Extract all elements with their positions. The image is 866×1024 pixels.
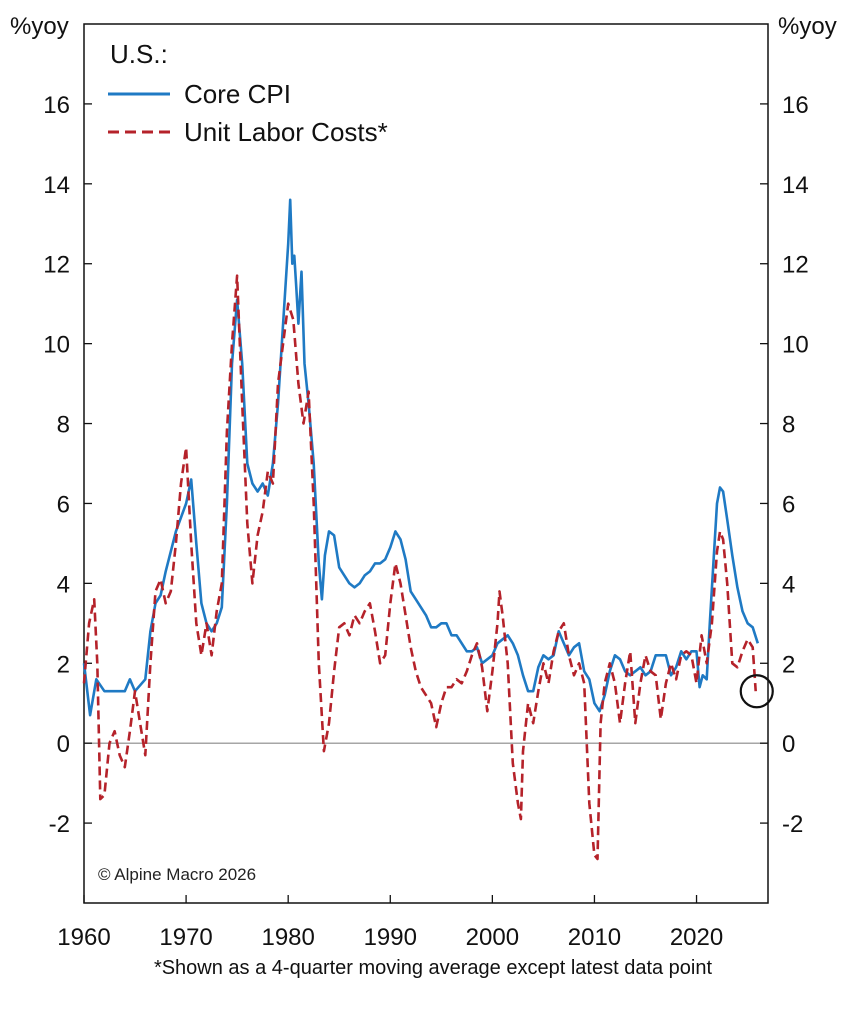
copyright: © Alpine Macro 2026 <box>98 865 256 884</box>
series-line-core-cpi <box>82 198 760 717</box>
legend-label-unit-labor-costs: Unit Labor Costs* <box>184 117 388 147</box>
chart-title: U.S.: <box>110 39 168 69</box>
y-axis-unit-left: %yoy <box>10 13 69 40</box>
y-tick-label-right: 16 <box>782 92 809 119</box>
y-tick-label-left: 4 <box>57 571 70 598</box>
x-tick-label: 1980 <box>261 924 314 951</box>
y-tick-label-right: 10 <box>782 332 809 359</box>
y-tick-label-left: 14 <box>43 172 70 199</box>
y-tick-label-left: -2 <box>49 811 70 838</box>
x-tick-label: 2020 <box>670 924 723 951</box>
legend: U.S.: Core CPI Unit Labor Costs* <box>108 39 388 147</box>
y-tick-label-right: 8 <box>782 412 795 439</box>
x-tick-label: 1970 <box>159 924 212 951</box>
y-tick-label-right: 0 <box>782 731 795 758</box>
y-tick-label-right: 4 <box>782 571 795 598</box>
y-axis-unit-right: %yoy <box>778 13 837 40</box>
y-tick-label-left: 6 <box>57 491 70 518</box>
x-tick-label: 2000 <box>466 924 519 951</box>
plot-area <box>83 23 769 904</box>
y-tick-label-right: 14 <box>782 172 809 199</box>
x-tick-label: 1960 <box>57 924 110 951</box>
y-tick-label-right: -2 <box>782 811 803 838</box>
series-line-unit-labor-costs <box>82 274 757 861</box>
y-tick-label-left: 10 <box>43 332 70 359</box>
y-tick-label-right: 2 <box>782 651 795 678</box>
latest-point-marker <box>739 674 774 709</box>
y-tick-label-left: 8 <box>57 412 70 439</box>
y-tick-label-left: 2 <box>57 651 70 678</box>
x-tick-label: 2010 <box>568 924 621 951</box>
y-tick-label-right: 12 <box>782 252 809 279</box>
y-tick-label-left: 0 <box>57 731 70 758</box>
y-tick-label-left: 12 <box>43 252 70 279</box>
y-tick-label-left: 16 <box>43 92 70 119</box>
x-tick-label: 1990 <box>364 924 417 951</box>
footnote: *Shown as a 4-quarter moving average exc… <box>153 957 713 979</box>
legend-label-core-cpi: Core CPI <box>184 79 291 109</box>
y-tick-label-right: 6 <box>782 491 795 518</box>
